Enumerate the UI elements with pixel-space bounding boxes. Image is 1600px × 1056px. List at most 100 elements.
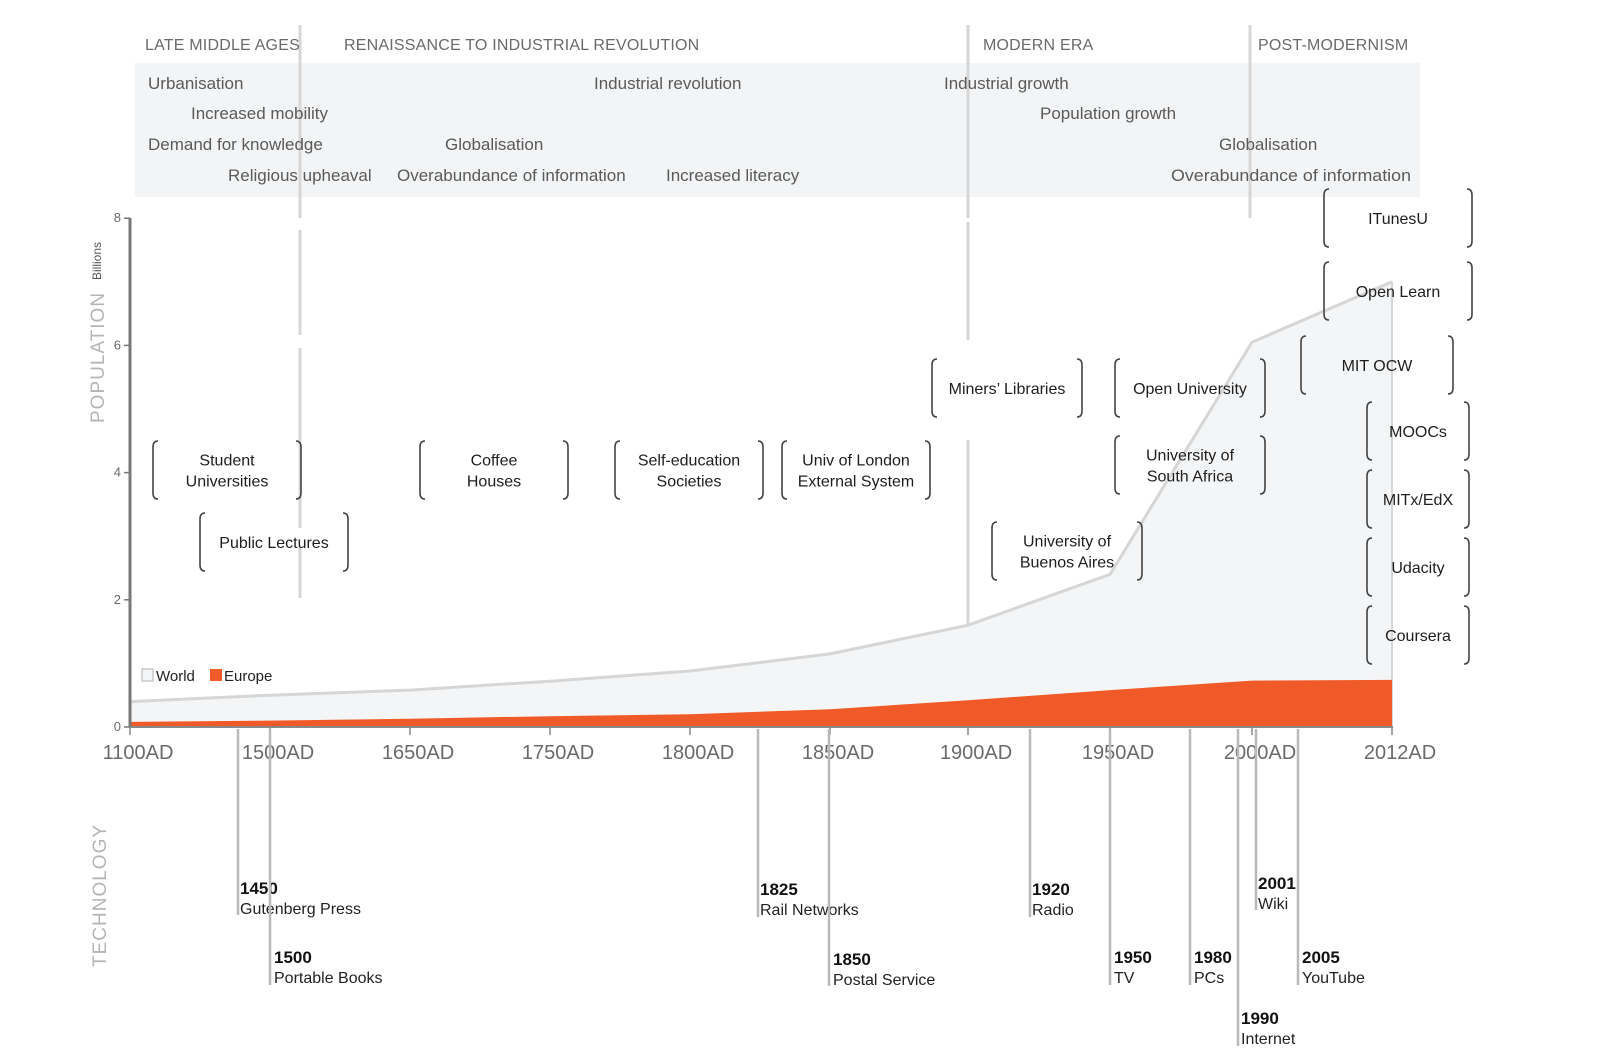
- event-label: MIT OCW: [1342, 358, 1414, 375]
- population-axis-unit: Billions: [90, 242, 104, 280]
- technology-year: 1500: [274, 948, 312, 967]
- event-bracket: Coffee Houses: [419, 440, 569, 500]
- technology-marker: 1850 Postal Service: [827, 729, 935, 989]
- event-label: Coursera: [1385, 628, 1451, 645]
- y-tick-label: 8: [114, 210, 121, 225]
- bracket-left: [1323, 261, 1330, 321]
- driver-industrial-revolution: Industrial revolution: [594, 74, 741, 93]
- drivers-band: [135, 63, 1420, 197]
- bracket-right: [1463, 469, 1470, 529]
- bracket-left: [419, 440, 426, 500]
- event-label: Public Lectures: [219, 535, 328, 552]
- bracket-right: [1466, 261, 1473, 321]
- bracket-right: [342, 512, 349, 572]
- technology-name: TV: [1114, 970, 1135, 987]
- technology-year: 1850: [833, 950, 871, 969]
- legend-europe-label: Europe: [224, 668, 272, 685]
- x-tick-label: 1950AD: [1082, 742, 1154, 764]
- area-world: [130, 281, 1392, 727]
- event-label: External System: [798, 474, 914, 491]
- event-bracket: Student Universities: [152, 440, 302, 500]
- event-bracket: MITx/EdX: [1366, 469, 1470, 529]
- bracket-right: [562, 440, 569, 500]
- bracket-left: [1300, 335, 1307, 395]
- technology-year: 1825: [760, 880, 798, 899]
- x-tick-label: 2000AD: [1224, 742, 1296, 764]
- bracket-right: [1463, 537, 1470, 597]
- bracket-left: [1366, 401, 1373, 461]
- bracket-left: [991, 521, 998, 581]
- technology-name: Portable Books: [274, 970, 383, 987]
- driver-urbanisation: Urbanisation: [148, 74, 243, 93]
- population-axis-title: POPULATION: [88, 292, 109, 423]
- event-bracket: Public Lectures: [199, 512, 349, 572]
- event-bracket: Miners’ Libraries: [931, 358, 1083, 418]
- event-label: Univ of London: [802, 453, 910, 470]
- event-bracket: Self-education Societies: [614, 440, 764, 500]
- y-tick-label: 2: [114, 592, 121, 607]
- bracket-left: [1114, 435, 1121, 495]
- technology-name: Wiki: [1258, 896, 1288, 913]
- driver-overabundance-early: Overabundance of information: [397, 166, 626, 185]
- event-label: University of: [1146, 448, 1235, 465]
- bracket-left: [152, 440, 159, 500]
- bracket-left: [1366, 469, 1373, 529]
- driver-globalisation-late: Globalisation: [1219, 135, 1317, 154]
- event-bracket: Univ of London External System: [781, 440, 931, 500]
- event-label: Societies: [657, 474, 722, 491]
- event-bracket: Open University: [1114, 358, 1266, 418]
- y-axis: 0 2 4 6 8 POPULATION Billions: [88, 210, 132, 734]
- technology-marker: 1500 Portable Books: [268, 729, 383, 987]
- bracket-left: [1366, 537, 1373, 597]
- event-bracket: ITunesU: [1323, 188, 1473, 248]
- technology-marker: 1825 Rail Networks: [756, 729, 859, 919]
- era-late-middle-ages: LATE MIDDLE AGES: [145, 37, 300, 54]
- technology-name: YouTube: [1302, 970, 1365, 987]
- event-bracket: University of South Africa: [1114, 435, 1266, 495]
- x-tick-label: 1100AD: [103, 742, 174, 764]
- event-label: MITx/EdX: [1383, 492, 1454, 509]
- bracket-right: [1447, 335, 1454, 395]
- technology-marker: 2005 YouTube: [1296, 729, 1365, 987]
- event-label: Self-education: [638, 453, 740, 470]
- era-renaissance: RENAISSANCE TO INDUSTRIAL REVOLUTION: [344, 37, 699, 54]
- legend-europe-swatch: [210, 669, 222, 681]
- legend-world-swatch: [141, 668, 154, 682]
- era-post-modernism: POST-MODERNISM: [1258, 37, 1408, 54]
- event-bracket: Udacity: [1366, 537, 1470, 597]
- technology-year: 1450: [240, 879, 278, 898]
- technology-year: 1980: [1194, 948, 1232, 967]
- bracket-right: [1136, 521, 1143, 581]
- y-tick-label: 6: [114, 337, 121, 352]
- bracket-right: [295, 440, 302, 500]
- bracket-left: [931, 358, 938, 418]
- driver-increased-literacy: Increased literacy: [666, 166, 800, 185]
- technology-marker: 1990 Internet: [1236, 729, 1296, 1048]
- event-bracket: MOOCs: [1366, 401, 1470, 461]
- technology-marker: 1980 PCs: [1188, 729, 1232, 987]
- event-label: Open University: [1133, 381, 1247, 398]
- technology-name: PCs: [1194, 970, 1224, 987]
- event-label: Buenos Aires: [1020, 555, 1114, 572]
- bracket-left: [781, 440, 788, 500]
- event-label: Miners’ Libraries: [949, 381, 1066, 398]
- bracket-left: [1366, 605, 1373, 665]
- driver-religious-upheaval: Religious upheaval: [228, 166, 372, 185]
- driver-population-growth: Population growth: [1040, 104, 1176, 123]
- technology-name: Postal Service: [833, 972, 935, 989]
- x-tick-label: 1900AD: [940, 742, 1012, 764]
- legend: World Europe: [141, 668, 272, 685]
- technology-name: Radio: [1032, 902, 1074, 919]
- event-label: MOOCs: [1389, 424, 1447, 441]
- x-tick-label: 2012AD: [1364, 742, 1436, 764]
- technology-year: 2005: [1302, 948, 1340, 967]
- era-modern: MODERN ERA: [983, 37, 1094, 54]
- event-label: Universities: [186, 474, 269, 491]
- bracket-right: [757, 440, 764, 500]
- y-tick-label: 0: [114, 719, 121, 734]
- bracket-left: [1323, 188, 1330, 248]
- technology-marker: 2001 Wiki: [1254, 729, 1296, 913]
- x-tick-label: 1850AD: [802, 742, 874, 764]
- bracket-right: [1076, 358, 1083, 418]
